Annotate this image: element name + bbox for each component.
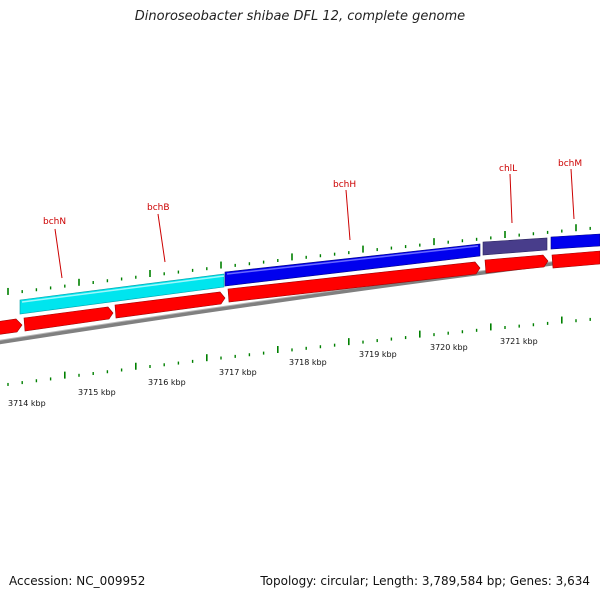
gene-label-bchM: bchM: [558, 159, 582, 169]
map-title: Dinoroseobacter shibae DFL 12, complete …: [134, 9, 466, 24]
kbp-label: 3716 kbp: [148, 378, 186, 387]
gene-bchN-bchB[interactable]: [19, 273, 225, 315]
ticks-lower: [7, 316, 591, 386]
cds-arrow[interactable]: [551, 250, 600, 269]
cds-track: [0, 250, 600, 335]
cds-arrow[interactable]: [23, 306, 114, 332]
gene-track: [19, 233, 600, 315]
label-line-bchH: [345, 189, 351, 241]
kbp-label: 3715 kbp: [78, 388, 116, 397]
kbp-label: 3714 kbp: [8, 399, 46, 408]
kbp-label: 3719 kbp: [359, 350, 397, 359]
gene-bchM[interactable]: [550, 233, 600, 250]
gene-label-bchB: bchB: [147, 203, 170, 213]
kbp-label: 3717 kbp: [219, 368, 257, 377]
cds-arrow[interactable]: [0, 318, 23, 335]
gene-label-bchH: bchH: [333, 180, 356, 190]
gene-label-bchN: bchN: [43, 217, 66, 227]
ticks-upper: [7, 224, 591, 295]
label-line-chlL: [509, 173, 513, 224]
gene-bchH[interactable]: [224, 243, 481, 287]
kbp-label: 3721 kbp: [500, 337, 538, 346]
gene-labels: bchN bchB bchH chlL bchM: [43, 159, 582, 227]
kbp-labels: 3714 kbp 3715 kbp 3716 kbp 3717 kbp 3718…: [8, 337, 538, 408]
label-line-bchN: [54, 228, 63, 279]
cds-arrow[interactable]: [484, 254, 549, 274]
gene-label-chlL: chlL: [499, 164, 517, 174]
label-line-bchM: [570, 168, 575, 220]
gene-label-lines: [54, 168, 575, 279]
gene-highlight: [226, 245, 479, 275]
accession-text: Accession: NC_009952: [9, 574, 146, 588]
kbp-label: 3720 kbp: [430, 343, 468, 352]
gene-chlL[interactable]: [482, 237, 548, 256]
genome-summary-text: Topology: circular; Length: 3,789,584 bp…: [260, 574, 590, 588]
cds-arrow[interactable]: [114, 291, 226, 319]
label-line-bchB: [157, 213, 166, 263]
cds-arrow[interactable]: [227, 261, 481, 303]
gene-highlight: [21, 275, 225, 303]
kbp-label: 3718 kbp: [289, 358, 327, 367]
